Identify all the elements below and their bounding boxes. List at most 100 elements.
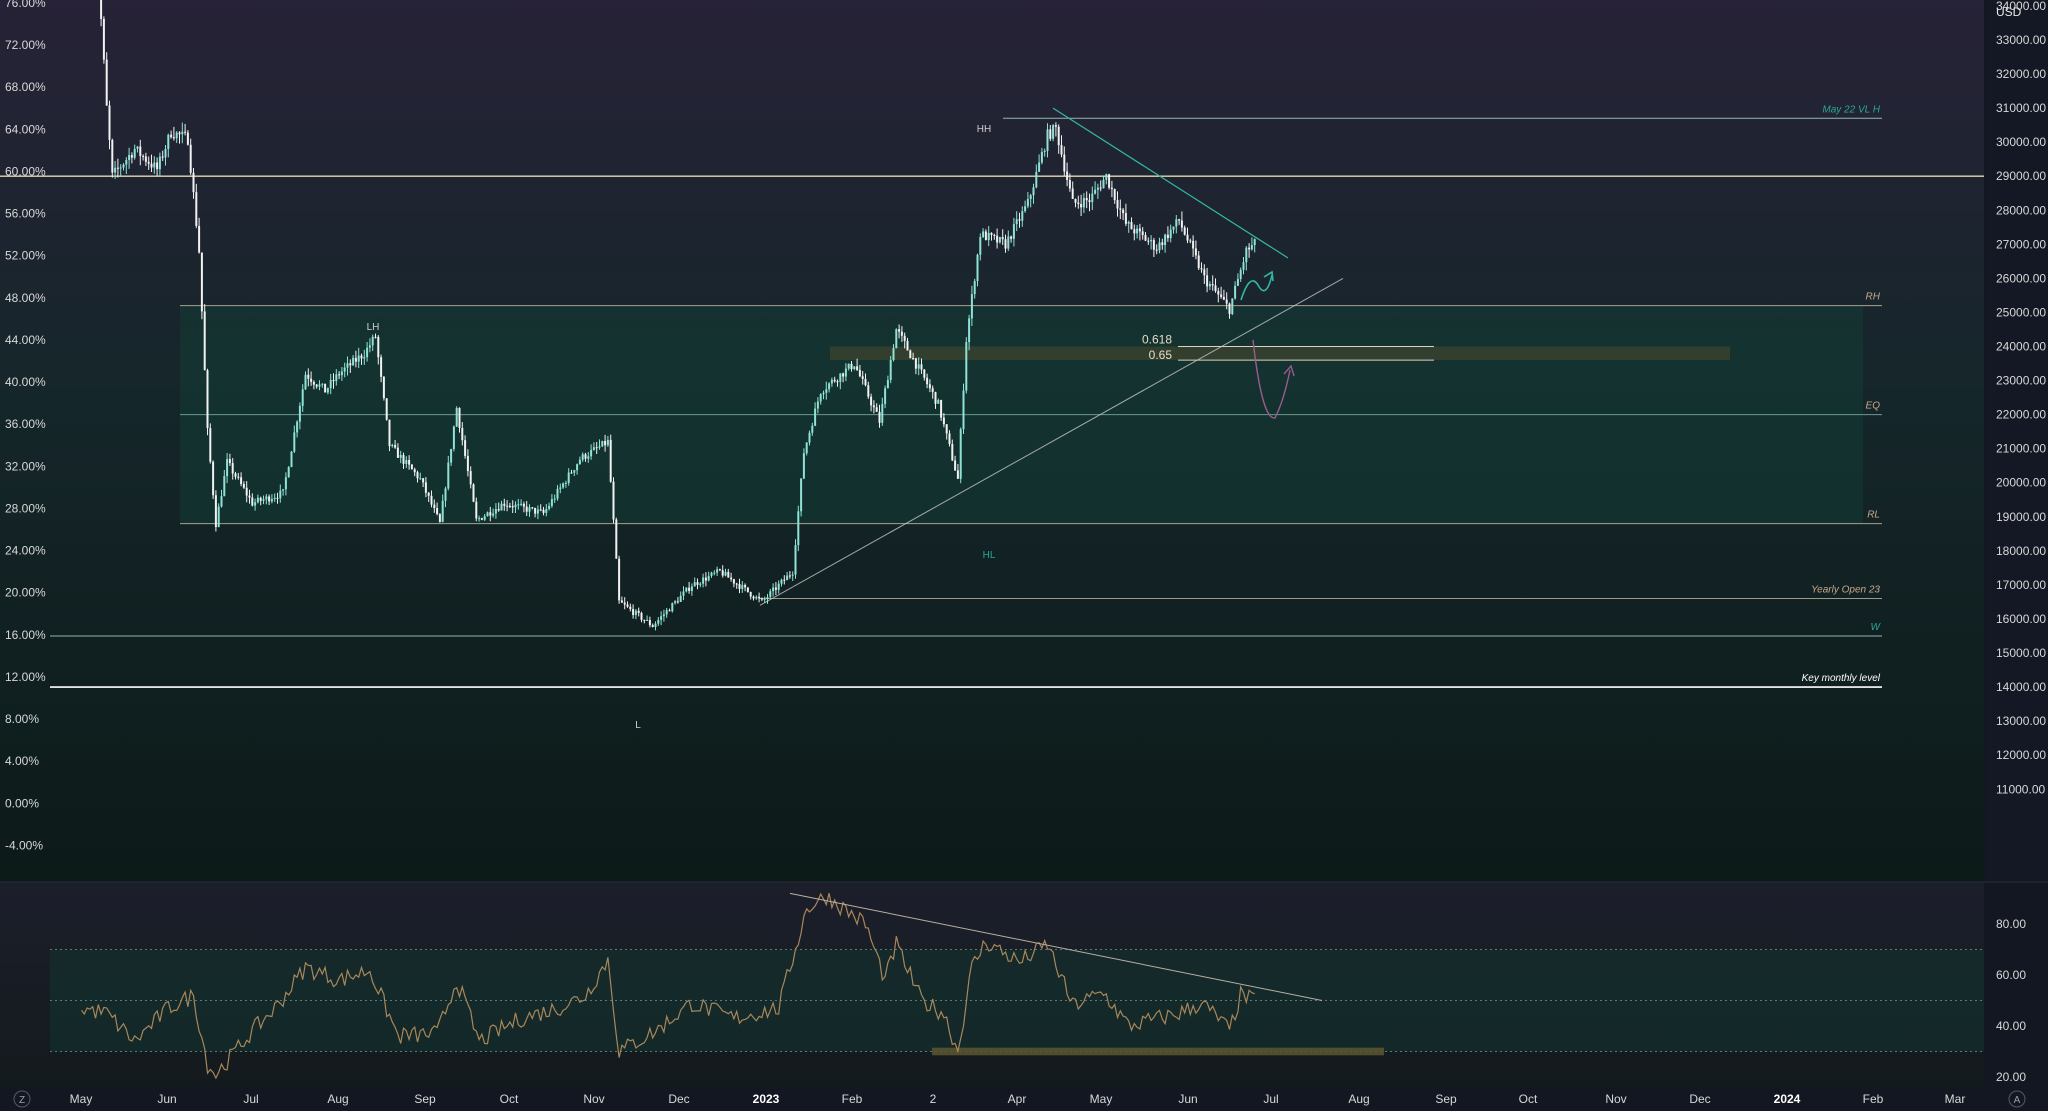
price-candle[interactable] — [1110, 187, 1113, 190]
price-candle[interactable] — [738, 584, 741, 589]
price-candle[interactable] — [1063, 154, 1066, 172]
price-candle[interactable] — [1158, 242, 1161, 251]
price-candle[interactable] — [928, 384, 931, 389]
price-candle[interactable] — [217, 506, 220, 528]
price-candle[interactable] — [721, 570, 724, 576]
price-candle[interactable] — [620, 600, 623, 603]
price-candle[interactable] — [685, 587, 688, 592]
price-candle[interactable] — [531, 507, 534, 509]
price-candle[interactable] — [385, 398, 388, 420]
price-candle[interactable] — [175, 132, 178, 139]
price-candle[interactable] — [973, 281, 976, 295]
price-candle[interactable] — [564, 482, 567, 484]
price-candle[interactable] — [108, 105, 111, 140]
price-candle[interactable] — [298, 405, 301, 422]
price-candle[interactable] — [391, 444, 394, 447]
price-candle[interactable] — [825, 389, 828, 393]
price-candle[interactable] — [1242, 262, 1245, 270]
price-candle[interactable] — [508, 505, 511, 507]
price-candle[interactable] — [942, 417, 945, 425]
price-candle[interactable] — [982, 231, 985, 237]
price-candle[interactable] — [548, 505, 551, 509]
price-candle[interactable] — [262, 499, 265, 501]
price-candle[interactable] — [1248, 247, 1251, 250]
price-candle[interactable] — [1010, 236, 1013, 239]
price-candle[interactable] — [461, 427, 464, 441]
price-candle[interactable] — [727, 571, 730, 578]
price-candle[interactable] — [713, 572, 716, 574]
price-candle[interactable] — [632, 609, 635, 616]
price-candle[interactable] — [1105, 174, 1108, 180]
price-candle[interactable] — [1122, 209, 1125, 214]
autoscale-icon[interactable] — [2008, 1090, 2026, 1108]
price-candle[interactable] — [646, 619, 649, 621]
price-candle[interactable] — [497, 509, 500, 511]
price-candle[interactable] — [626, 604, 629, 607]
price-candle[interactable] — [1102, 179, 1105, 189]
price-candle[interactable] — [699, 583, 702, 585]
price-candle[interactable] — [648, 619, 651, 626]
price-candle[interactable] — [402, 455, 405, 464]
price-candle[interactable] — [573, 470, 576, 473]
price-candle[interactable] — [688, 587, 691, 592]
price-candle[interactable] — [1183, 227, 1186, 235]
price-candle[interactable] — [170, 134, 173, 138]
price-candle[interactable] — [172, 137, 175, 139]
price-candle[interactable] — [676, 601, 679, 603]
price-candle[interactable] — [769, 591, 772, 598]
price-candle[interactable] — [231, 463, 234, 474]
price-candle[interactable] — [450, 449, 453, 463]
price-candle[interactable] — [864, 378, 867, 386]
price-candle[interactable] — [634, 610, 637, 616]
price-candle[interactable] — [321, 383, 324, 385]
price-candle[interactable] — [702, 577, 705, 584]
price-candle[interactable] — [783, 579, 786, 581]
price-candle[interactable] — [914, 358, 917, 369]
price-candle[interactable] — [192, 172, 195, 193]
price-candle[interactable] — [410, 464, 413, 470]
price-candle[interactable] — [1217, 291, 1220, 295]
price-candle[interactable] — [366, 347, 369, 358]
price-candle[interactable] — [665, 610, 668, 615]
price-candle[interactable] — [511, 506, 514, 508]
price-candle[interactable] — [301, 389, 304, 406]
price-candle[interactable] — [948, 433, 951, 445]
price-candle[interactable] — [749, 591, 752, 597]
price-candle[interactable] — [380, 357, 383, 377]
price-candle[interactable] — [528, 507, 531, 512]
price-candle[interactable] — [906, 340, 909, 351]
price-candle[interactable] — [587, 456, 590, 459]
price-candle[interactable] — [1133, 229, 1136, 234]
price-candle[interactable] — [1211, 284, 1214, 286]
price-candle[interactable] — [293, 432, 296, 452]
price-candle[interactable] — [690, 586, 693, 592]
price-candle[interactable] — [256, 497, 259, 503]
price-candle[interactable] — [590, 449, 593, 457]
price-candle[interactable] — [1194, 248, 1197, 256]
price-candle[interactable] — [514, 504, 517, 508]
price-candle[interactable] — [1029, 195, 1032, 200]
price-candle[interactable] — [710, 572, 713, 576]
price-candle[interactable] — [452, 426, 455, 450]
price-candle[interactable] — [265, 496, 268, 500]
price-candle[interactable] — [805, 442, 808, 454]
price-candle[interactable] — [934, 392, 937, 404]
price-candle[interactable] — [830, 379, 833, 384]
price-candle[interactable] — [282, 489, 285, 491]
price-candle[interactable] — [1040, 151, 1043, 163]
price-candle[interactable] — [427, 492, 430, 496]
price-candle[interactable] — [923, 369, 926, 378]
price-candle[interactable] — [996, 235, 999, 243]
price-candle[interactable] — [755, 596, 758, 599]
price-candle[interactable] — [156, 162, 159, 170]
price-candle[interactable] — [660, 616, 663, 620]
price-candle[interactable] — [1052, 125, 1055, 139]
price-candle[interactable] — [618, 558, 621, 601]
price-candle[interactable] — [1166, 234, 1169, 239]
price-candle[interactable] — [592, 447, 595, 450]
price-candle[interactable] — [136, 146, 139, 149]
price-candle[interactable] — [629, 606, 632, 610]
price-candle[interactable] — [895, 329, 898, 349]
price-candle[interactable] — [1113, 189, 1116, 201]
